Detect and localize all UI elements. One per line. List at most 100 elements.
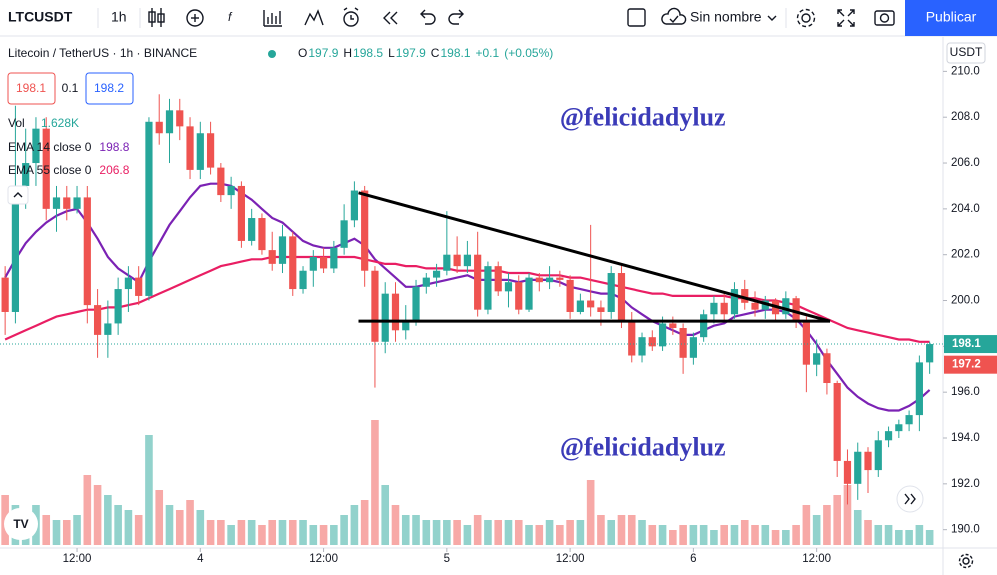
volume-bar xyxy=(145,435,153,545)
candle-body xyxy=(268,250,276,264)
fullscreen-icon[interactable] xyxy=(837,9,855,27)
candle-body xyxy=(340,220,348,248)
settings-icon[interactable] xyxy=(796,8,816,28)
volume-bar xyxy=(104,495,112,545)
cloud-icon[interactable] xyxy=(661,7,687,25)
candle-body xyxy=(63,197,71,209)
candle-body xyxy=(22,163,30,186)
volume-bar xyxy=(134,515,143,545)
buy-price[interactable]: 198.2 xyxy=(94,81,124,95)
volume-bar xyxy=(915,525,924,545)
ohlc-text: 197.9 xyxy=(308,46,338,60)
x-tick-label: 4 xyxy=(197,553,204,565)
candle-body xyxy=(864,451,872,471)
candle-body xyxy=(402,321,410,331)
candle-body xyxy=(761,300,769,310)
scroll-button[interactable] xyxy=(896,485,924,513)
y-tick-label: 196.0 xyxy=(951,386,980,398)
candle-body xyxy=(227,185,235,196)
trendline xyxy=(358,191,831,323)
volume-bar xyxy=(556,525,564,545)
volume-bar xyxy=(525,525,533,545)
candle-body xyxy=(617,273,626,322)
candle-body xyxy=(895,424,903,432)
volume-bar xyxy=(165,505,174,545)
y-tick-label: 208.0 xyxy=(951,111,980,123)
candle-body xyxy=(237,185,245,241)
volume-bar xyxy=(710,530,718,545)
candle-body xyxy=(145,121,153,296)
candle-body xyxy=(669,323,677,329)
volume-bar xyxy=(62,520,71,545)
candle-body xyxy=(607,273,615,312)
snapshot-icon[interactable] xyxy=(874,10,895,26)
alert-icon[interactable] xyxy=(343,7,359,27)
price-label: 198.1 xyxy=(952,338,981,350)
layout-icon[interactable] xyxy=(627,8,646,27)
overlay: @felicidadyluz @felicidadyluz 190.0 192.0 19… xyxy=(63,65,997,565)
volume-bar xyxy=(802,505,811,545)
volume-bar xyxy=(443,520,451,545)
candle-body xyxy=(83,197,91,306)
publish-button[interactable] xyxy=(905,0,997,36)
tv-logo[interactable]: TV xyxy=(13,517,28,531)
redo-icon[interactable] xyxy=(448,9,464,25)
volume-bar xyxy=(720,525,728,545)
ema-legend-value: 206.8 xyxy=(99,163,129,177)
buy-box[interactable] xyxy=(85,72,134,105)
volume-bar xyxy=(309,525,318,545)
candle-body xyxy=(474,254,482,310)
x-tick-label: 12:00 xyxy=(63,553,92,565)
candle-body xyxy=(926,344,934,363)
candle-body xyxy=(915,362,923,416)
symbol[interactable]: LTCUSDT xyxy=(8,9,73,25)
watermark: @felicidadyluz xyxy=(560,102,726,131)
sell-box[interactable] xyxy=(7,72,56,105)
compare-icon[interactable] xyxy=(186,9,204,27)
publish-label[interactable]: Publicar xyxy=(926,9,977,25)
candle-type-icon[interactable] xyxy=(148,8,165,27)
replay-icon[interactable] xyxy=(383,11,398,25)
y-tick-label: 192.0 xyxy=(951,478,980,490)
volume-bar xyxy=(237,520,246,545)
volume-bar xyxy=(771,530,780,545)
candle-body xyxy=(104,323,112,335)
volume-bar xyxy=(319,525,328,545)
volume-bar xyxy=(905,530,913,545)
candle-body xyxy=(432,270,441,278)
y-tick-label: 202.0 xyxy=(951,249,980,261)
candle-body xyxy=(854,451,862,484)
templates-icon[interactable] xyxy=(263,10,282,27)
candle-body xyxy=(720,302,728,315)
volume-bar xyxy=(782,530,790,545)
volume-bar xyxy=(288,520,297,545)
candle-body xyxy=(206,133,215,168)
candle-body xyxy=(32,128,40,164)
volume-bar xyxy=(227,525,235,545)
interval[interactable]: 1h xyxy=(111,9,127,25)
currency-box[interactable] xyxy=(946,42,986,64)
indicators-icon[interactable]: f xyxy=(228,10,233,24)
collapse-legend-button[interactable] xyxy=(7,185,29,205)
volume-bar xyxy=(52,520,61,545)
volume-bar xyxy=(545,520,554,545)
volume-bar xyxy=(93,485,102,545)
volume-bar xyxy=(853,510,862,545)
volume-bar xyxy=(751,525,759,545)
volume-bar xyxy=(699,525,708,545)
dropdown-icon[interactable] xyxy=(767,15,777,21)
candle-body xyxy=(741,289,749,303)
sell-price[interactable]: 198.1 xyxy=(16,81,46,95)
undo-icon[interactable] xyxy=(420,9,436,25)
axis-settings-icon[interactable] xyxy=(958,553,974,569)
replay-chart-icon[interactable] xyxy=(304,9,324,26)
volume-legend-value: 1.628K xyxy=(41,116,79,130)
volume-bar xyxy=(155,490,164,545)
scroll-icon[interactable] xyxy=(904,493,916,505)
volume-bar xyxy=(391,505,400,545)
volume-bar xyxy=(278,520,287,545)
volume-bar xyxy=(658,525,667,545)
collapse-icon[interactable] xyxy=(13,192,23,198)
candle-body xyxy=(751,302,759,310)
layout-name[interactable]: Sin nombre xyxy=(690,9,762,25)
